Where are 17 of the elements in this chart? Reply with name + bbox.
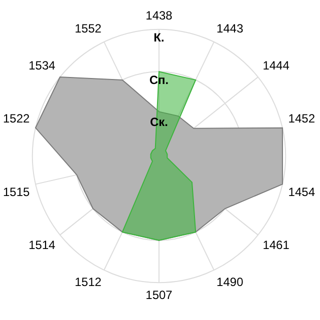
spoke-label: 1444 (262, 58, 290, 72)
y-tick-label: К. (154, 30, 164, 45)
spoke-label: 1443 (216, 22, 244, 36)
spoke-label: 1515 (2, 185, 30, 200)
y-tick-label: Ск. (150, 115, 168, 130)
spoke-label: 1512 (74, 275, 102, 290)
spoke-label: 1514 (28, 238, 56, 252)
spoke-label: 1507 (146, 288, 173, 302)
spoke-label: 1522 (2, 112, 30, 126)
spoke-label: 1461 (262, 238, 290, 252)
spoke-label: 1490 (216, 275, 244, 290)
spoke-label: 1452 (288, 112, 316, 126)
spoke-label: 1438 (146, 8, 173, 22)
spoke-label: 1534 (28, 58, 56, 72)
y-tick-label: Сп. (149, 72, 169, 87)
spoke-label: 1552 (74, 22, 102, 36)
spoke-label: 1454 (288, 185, 316, 200)
